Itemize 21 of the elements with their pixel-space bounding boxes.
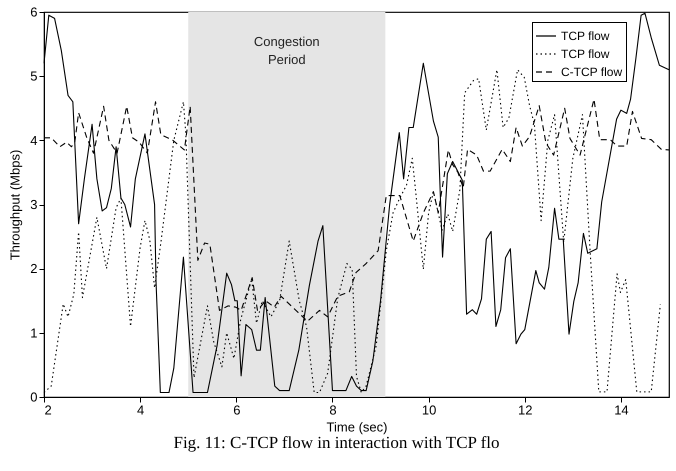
legend-label: TCP flow bbox=[561, 47, 610, 61]
caption: Fig. 11: C-TCP flow in interaction with TCP flo bbox=[174, 433, 500, 452]
y-axis-title: Throughput (Mbps) bbox=[7, 150, 22, 260]
x-tick-label: 14 bbox=[614, 402, 629, 418]
x-tick-label: 10 bbox=[422, 402, 436, 418]
y-tick-label: 5 bbox=[30, 68, 38, 84]
y-tick-label: 2 bbox=[30, 261, 38, 276]
y-tick-label: 0 bbox=[30, 390, 38, 404]
y-tick-label: 6 bbox=[30, 4, 38, 20]
y-tick-label: 4 bbox=[30, 132, 38, 148]
x-tick-label: 4 bbox=[137, 402, 144, 418]
x-axis-title: Time (sec) bbox=[326, 420, 388, 434]
band-label: Congestion Period bbox=[254, 34, 320, 67]
x-tick-label: 12 bbox=[518, 402, 533, 418]
y-tick-label: 1 bbox=[30, 325, 38, 340]
x-tick-label: 6 bbox=[233, 402, 240, 418]
x-tick-label: 2 bbox=[44, 402, 52, 418]
legend-label: TCP flow bbox=[561, 29, 610, 43]
y-tick-label: 3 bbox=[30, 197, 38, 212]
x-tick-label: 8 bbox=[329, 402, 337, 418]
legend-label: C-TCP flow bbox=[561, 65, 622, 79]
